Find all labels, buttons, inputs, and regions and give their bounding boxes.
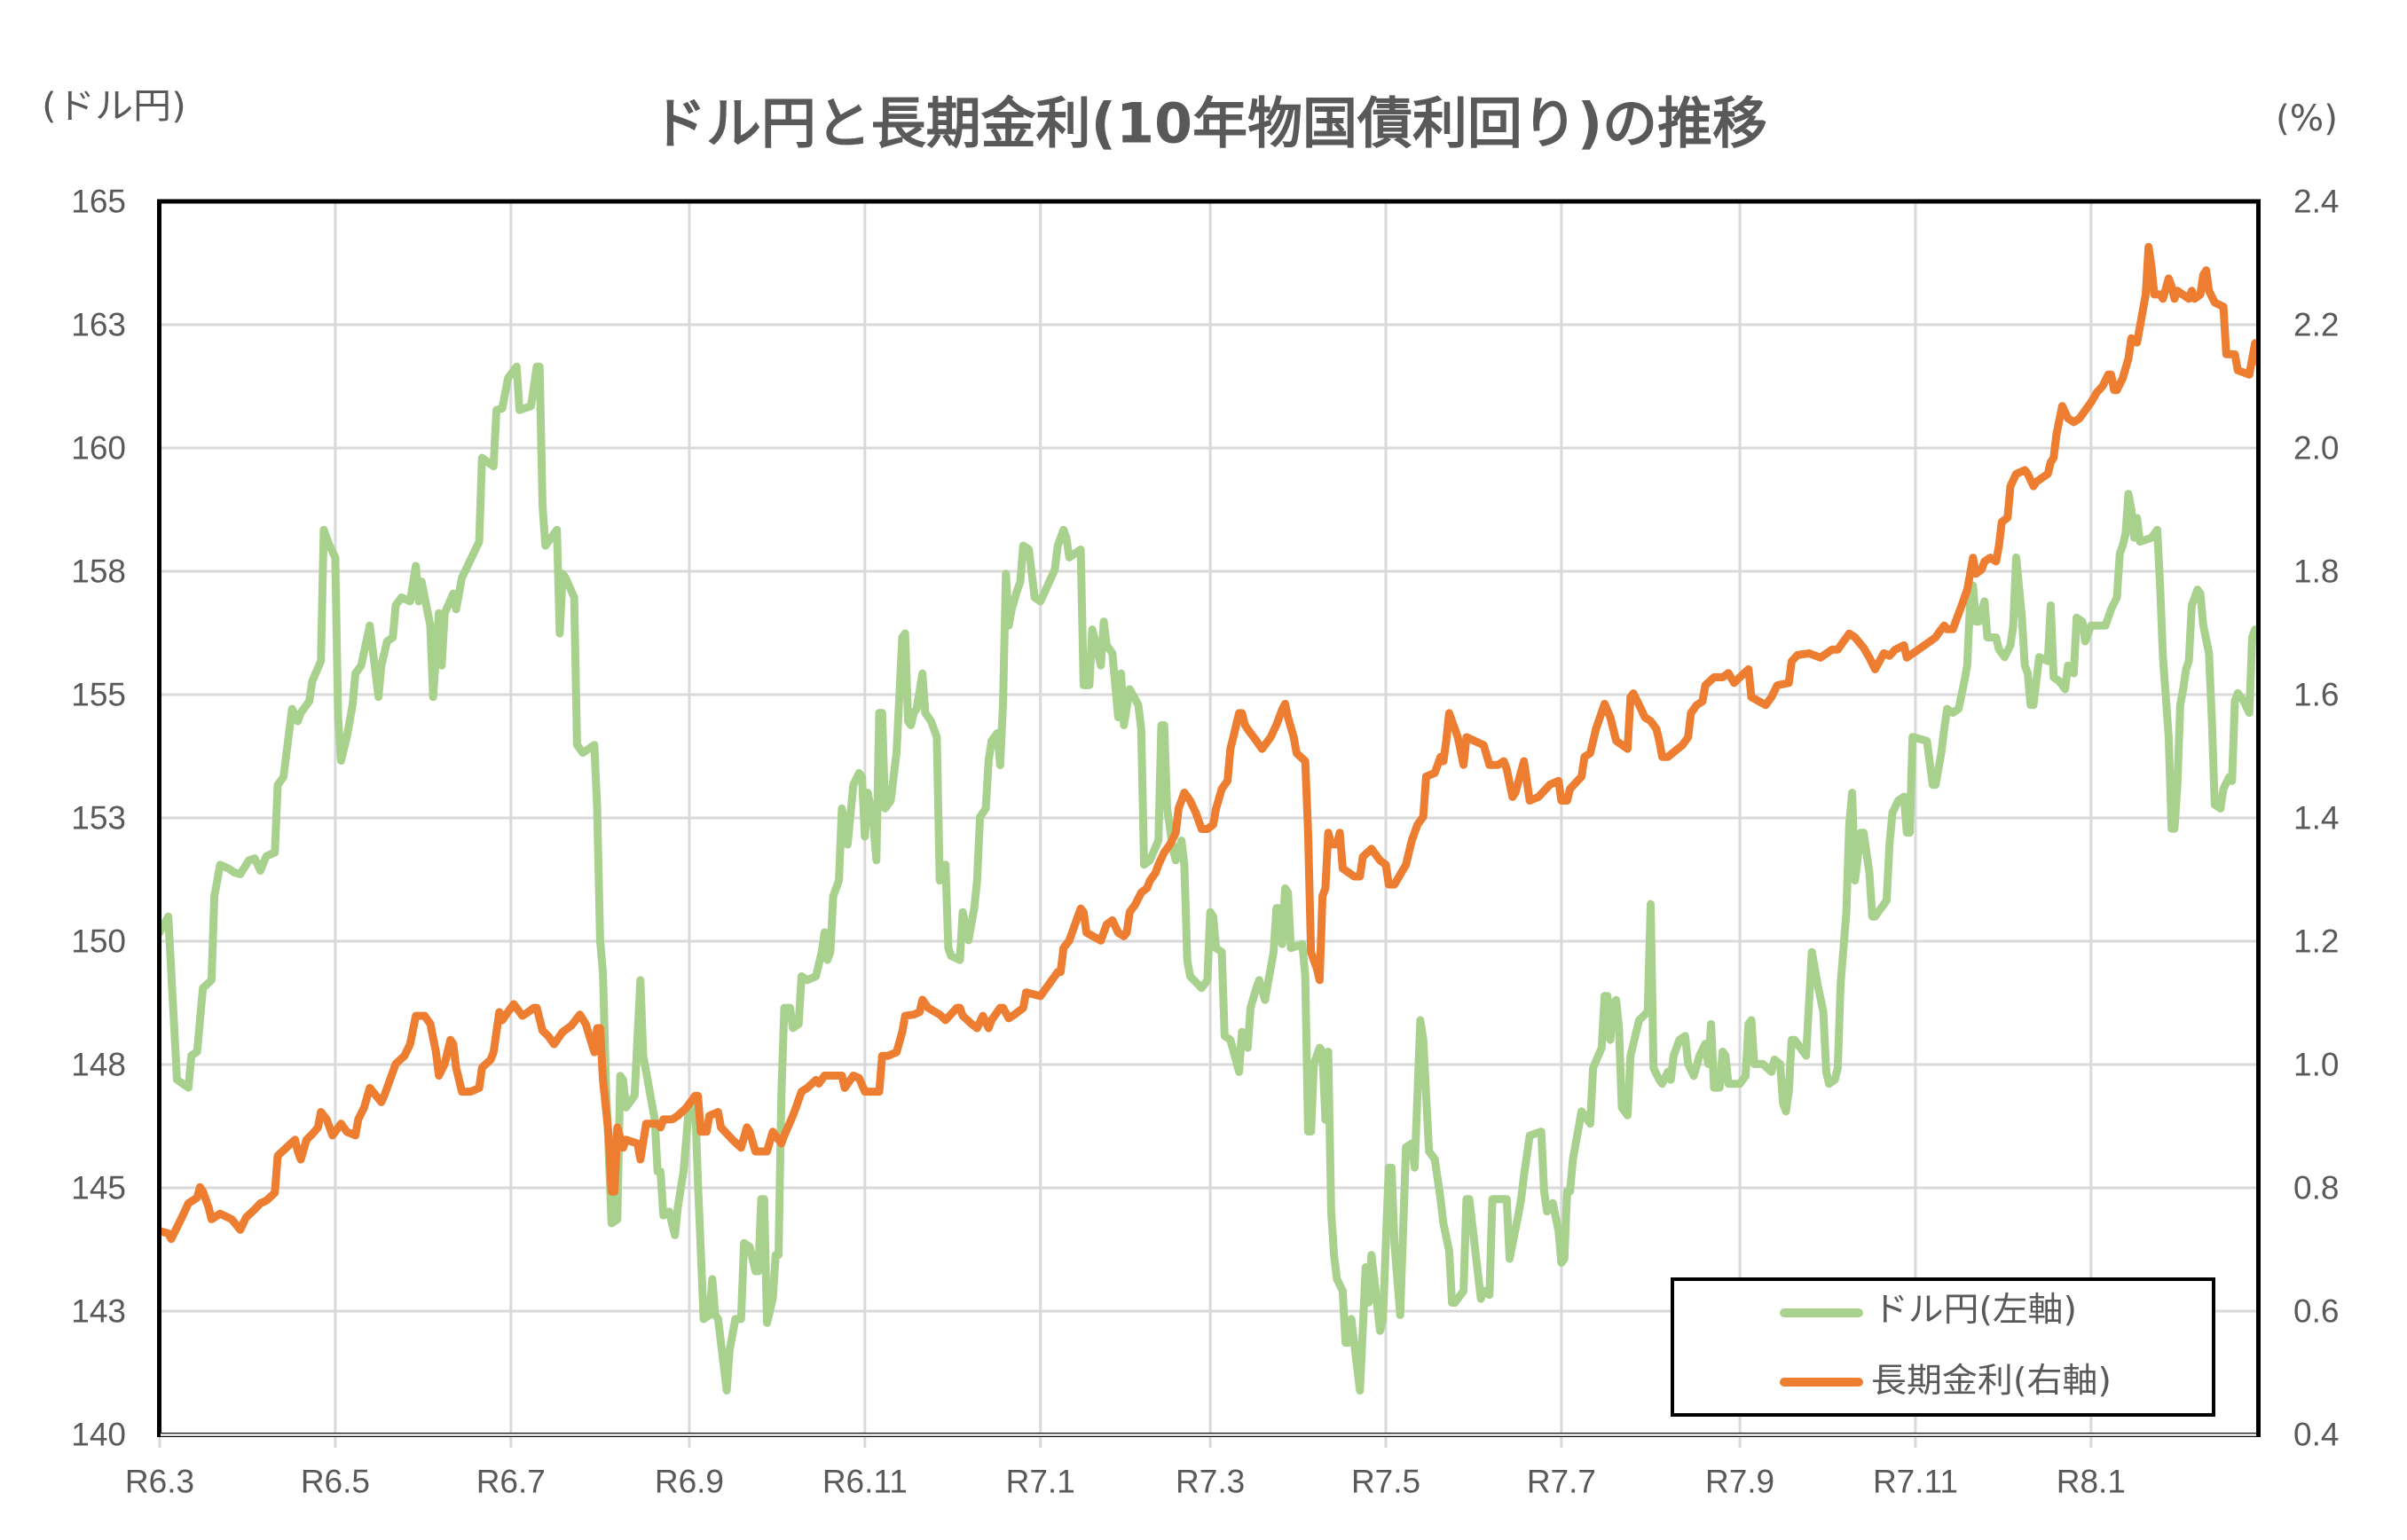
gridlines: [160, 201, 2258, 1434]
y-left-tick-label: 150: [71, 923, 126, 960]
x-tick-label: R7.1: [1006, 1464, 1075, 1500]
x-tick-label: R6.5: [301, 1464, 370, 1500]
x-tick-label: R7.3: [1176, 1464, 1245, 1500]
x-tick-label: R8.1: [2057, 1464, 2126, 1500]
y-left-tick-label: 163: [71, 307, 126, 343]
y-left-tick-label: 160: [71, 430, 126, 467]
right-axis-unit-label: (%): [2276, 98, 2338, 139]
legend-item-jgb-yield: 長期金利(右軸): [1780, 1361, 2112, 1400]
y-right-tick-label: 2.0: [2293, 430, 2339, 467]
y-right-tick-label: 1.2: [2293, 923, 2339, 960]
y-left-tick-label: 143: [71, 1293, 126, 1330]
y-right-tick-label: 2.4: [2293, 184, 2339, 220]
y-right-tick-label: 2.2: [2293, 307, 2339, 343]
y-axis-left: 140 143 145 148 150 153 155 158 160 163 …: [71, 184, 126, 1453]
legend-label: 長期金利(右軸): [1871, 1361, 2112, 1400]
y-right-tick-label: 0.6: [2293, 1293, 2339, 1330]
legend-item-usd-jpy: ドル円(左軸): [1780, 1290, 2077, 1329]
y-left-tick-label: 145: [71, 1170, 126, 1206]
x-tick-label: R7.11: [1873, 1464, 1958, 1500]
y-right-tick-label: 0.8: [2293, 1170, 2339, 1206]
y-right-tick-label: 1.0: [2293, 1047, 2339, 1083]
left-axis-unit-label: (ドル円): [42, 86, 186, 127]
x-tick-label: R7.5: [1351, 1464, 1420, 1500]
y-right-tick-label: 1.6: [2293, 677, 2339, 713]
y-left-tick-label: 153: [71, 800, 126, 837]
y-left-tick-label: 140: [71, 1417, 126, 1453]
x-tick-label: R6.7: [476, 1464, 546, 1500]
x-tick-label: R6.3: [125, 1464, 194, 1500]
y-left-tick-label: 158: [71, 554, 126, 590]
y-right-tick-label: 1.4: [2293, 800, 2339, 837]
jgb-10y-yield-line: [160, 242, 2258, 1244]
legend: ドル円(左軸) 長期金利(右軸): [1671, 1277, 2215, 1417]
x-axis: R6.3 R6.5 R6.7 R6.9 R6.11 R7.1 R7.3 R7.5…: [125, 1464, 2126, 1500]
x-tick-label: R7.9: [1705, 1464, 1774, 1500]
y-right-tick-label: 1.8: [2293, 554, 2339, 590]
x-tick-label: R6.9: [655, 1464, 724, 1500]
x-tick-label: R7.7: [1527, 1464, 1596, 1500]
x-tick-label: R6.11: [822, 1464, 908, 1500]
y-axis-right: 0.4 0.6 0.8 1.0 1.2 1.4 1.6 1.8 2.0 2.2 …: [2293, 184, 2339, 1453]
chart-title: ドル円と長期金利(10年物国債利回り)の推移: [651, 91, 1767, 156]
legend-label: ドル円(左軸): [1873, 1290, 2077, 1329]
y-left-tick-label: 155: [71, 677, 126, 713]
legend-box: [1671, 1277, 2215, 1417]
plot-area: [160, 242, 2258, 1395]
usd-jpy-line: [160, 362, 2258, 1395]
x-axis-tick-marks: [158, 1437, 2093, 1448]
y-left-tick-label: 165: [71, 184, 126, 220]
plot-frame: [157, 199, 2261, 1437]
y-left-tick-label: 148: [71, 1047, 126, 1083]
y-right-tick-label: 0.4: [2293, 1417, 2339, 1453]
